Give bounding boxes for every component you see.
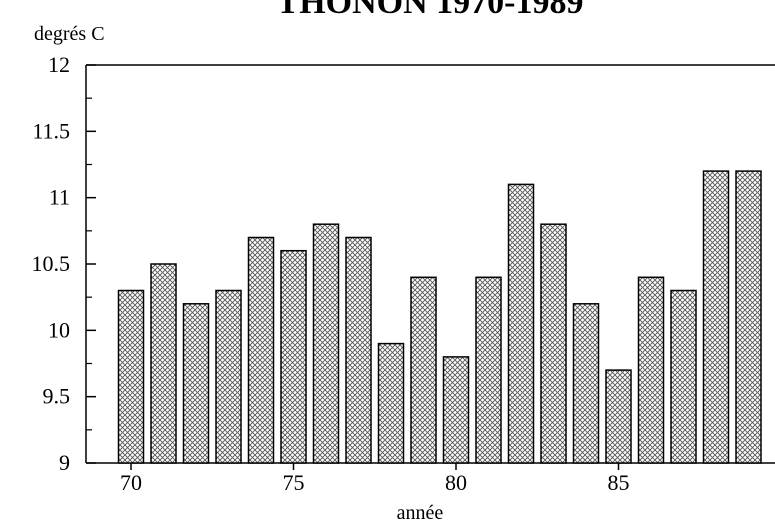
bar-76 bbox=[312, 223, 340, 464]
bar-79 bbox=[410, 276, 437, 464]
bar-80 bbox=[442, 356, 470, 464]
bar-78 bbox=[377, 342, 405, 464]
bar-84 bbox=[572, 303, 600, 464]
x-tick-label: 70 bbox=[120, 470, 142, 495]
x-tick-label: 85 bbox=[608, 470, 630, 495]
bar-89 bbox=[735, 170, 762, 464]
bars bbox=[117, 170, 762, 464]
bar-73 bbox=[215, 289, 242, 464]
y-tick-label: 11.5 bbox=[32, 118, 70, 143]
bar-87 bbox=[670, 289, 697, 464]
x-ticks: 70 75 80 85 bbox=[120, 463, 630, 495]
bar-70 bbox=[117, 289, 145, 464]
y-tick-label: 9.5 bbox=[43, 384, 71, 409]
x-tick-label: 75 bbox=[283, 470, 305, 495]
x-tick-label: 80 bbox=[445, 470, 467, 495]
y-tick-label: 9 bbox=[59, 450, 70, 475]
y-ticks: 9 9.5 10 10.5 11 11.5 12 bbox=[32, 52, 96, 475]
x-axis-label: année bbox=[397, 502, 444, 524]
y-axis-label: degrés C bbox=[34, 23, 105, 45]
chart-title: THONON 1970-1989 bbox=[277, 0, 584, 21]
y-tick-label: 10.5 bbox=[32, 251, 71, 276]
y-tick-label: 10 bbox=[48, 317, 70, 342]
bar-82 bbox=[507, 183, 535, 464]
bar-83 bbox=[540, 223, 567, 464]
bar-85 bbox=[605, 369, 632, 464]
bar-86 bbox=[637, 276, 665, 464]
bar-74 bbox=[247, 236, 275, 464]
bar-77 bbox=[345, 236, 372, 464]
bar-75 bbox=[280, 249, 307, 464]
y-tick-label: 12 bbox=[48, 52, 70, 77]
y-tick-label: 11 bbox=[49, 185, 70, 210]
bar-71 bbox=[150, 263, 177, 464]
bar-72 bbox=[182, 303, 210, 464]
bar-88 bbox=[702, 170, 730, 464]
bar-81 bbox=[475, 276, 502, 464]
